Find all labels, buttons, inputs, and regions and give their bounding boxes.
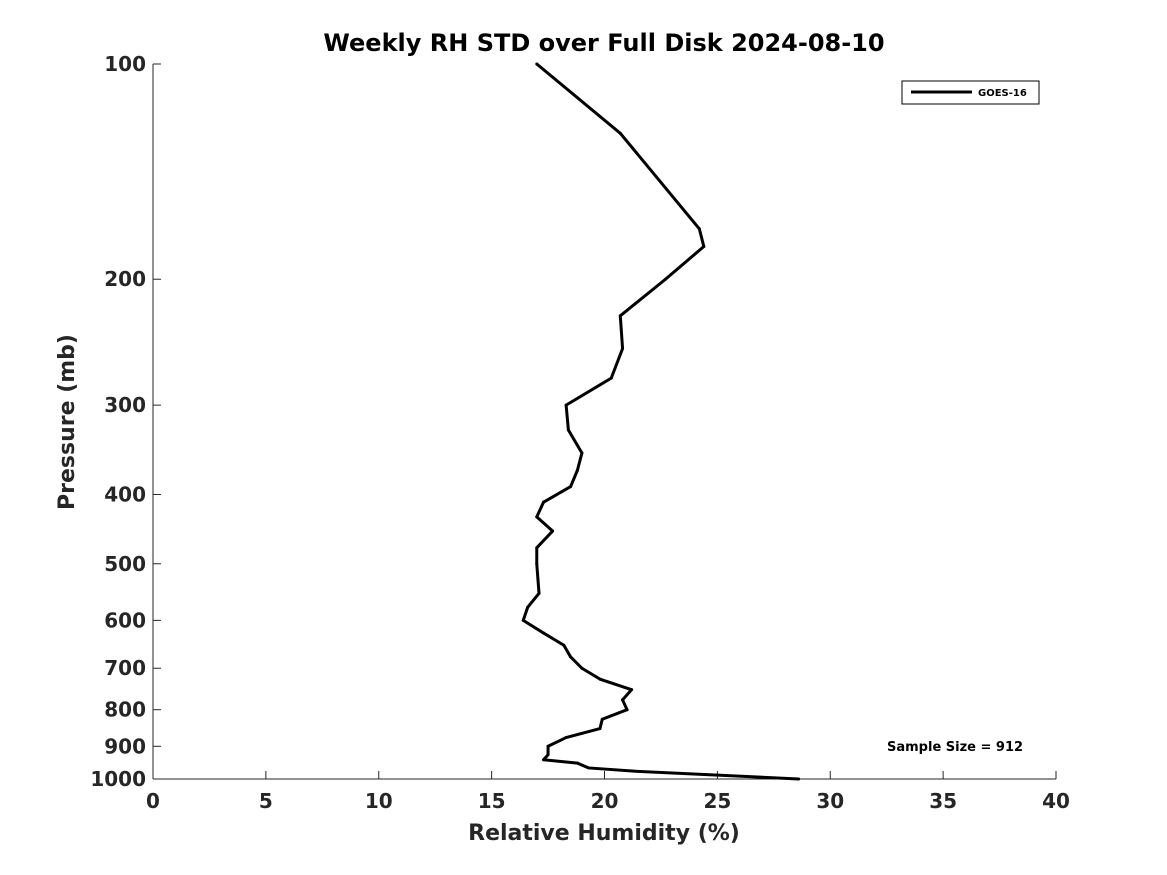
y-tick-label: 500 xyxy=(104,552,146,576)
y-tick-label: 900 xyxy=(104,734,146,758)
x-tick-label: 35 xyxy=(929,789,957,813)
series-point xyxy=(621,347,625,351)
series-point xyxy=(575,761,579,765)
series-point xyxy=(564,403,568,407)
series-point xyxy=(569,485,573,489)
series-point xyxy=(632,769,636,773)
series-point xyxy=(587,766,591,770)
series-point xyxy=(546,744,550,748)
series-point xyxy=(580,666,584,670)
series-point xyxy=(562,643,566,647)
y-tick-label: 100 xyxy=(104,52,146,76)
series-point xyxy=(630,688,634,692)
x-tick-label: 25 xyxy=(703,789,731,813)
series-point xyxy=(542,631,546,635)
y-axis-label: Pressure (mb) xyxy=(55,334,80,510)
x-tick-label: 30 xyxy=(816,789,844,813)
series-point xyxy=(566,428,570,432)
x-tick-label: 10 xyxy=(365,789,393,813)
series-point xyxy=(569,655,573,659)
series-point xyxy=(625,708,629,712)
series-point xyxy=(542,500,546,504)
x-tick-label: 0 xyxy=(146,789,160,813)
series-point xyxy=(575,468,579,472)
series-point xyxy=(535,562,539,566)
series-point xyxy=(702,245,706,249)
series-point xyxy=(535,62,539,66)
y-tick-label: 700 xyxy=(104,656,146,680)
series-point xyxy=(546,753,550,757)
series-point xyxy=(621,698,625,702)
x-tick-label: 15 xyxy=(478,789,506,813)
y-tick-label: 1000 xyxy=(90,767,146,791)
y-tick-label: 800 xyxy=(104,698,146,722)
y-tick-label: 600 xyxy=(104,608,146,632)
y-ticks: 100 200 300 400 500 600 700 800 900 1000 xyxy=(90,52,161,791)
series-point xyxy=(526,605,530,609)
series-point xyxy=(521,618,525,622)
series-point xyxy=(618,314,622,318)
legend: GOES-16 xyxy=(901,80,1040,105)
series-point xyxy=(542,758,546,762)
series-point xyxy=(618,131,622,135)
series-point xyxy=(598,727,602,731)
x-tick-label: 5 xyxy=(259,789,273,813)
y-tick-label: 200 xyxy=(104,267,146,291)
series-point xyxy=(564,736,568,740)
series-point xyxy=(537,591,541,595)
chart-title: Weekly RH STD over Full Disk 2024-08-10 xyxy=(323,29,884,57)
series-point xyxy=(551,529,555,533)
series-point xyxy=(598,677,602,681)
series-point xyxy=(580,451,584,455)
legend-label-goes-16: GOES-16 xyxy=(978,88,1027,99)
x-tick-label: 40 xyxy=(1042,789,1070,813)
y-tick-label: 400 xyxy=(104,482,146,506)
series-point xyxy=(536,577,540,581)
series-points xyxy=(521,62,801,781)
series-point xyxy=(697,227,701,231)
sample-size-annotation: Sample Size = 912 xyxy=(887,740,1023,755)
x-axis-label: Relative Humidity (%) xyxy=(468,821,740,846)
y-tick-label: 300 xyxy=(104,393,146,417)
series-point xyxy=(535,515,539,519)
series-point xyxy=(600,717,604,721)
series-point xyxy=(535,546,539,550)
series-point xyxy=(797,777,801,781)
series-point xyxy=(609,376,613,380)
series-line-goes-16 xyxy=(521,62,799,781)
series-point xyxy=(663,277,667,281)
x-tick-label: 20 xyxy=(591,789,619,813)
